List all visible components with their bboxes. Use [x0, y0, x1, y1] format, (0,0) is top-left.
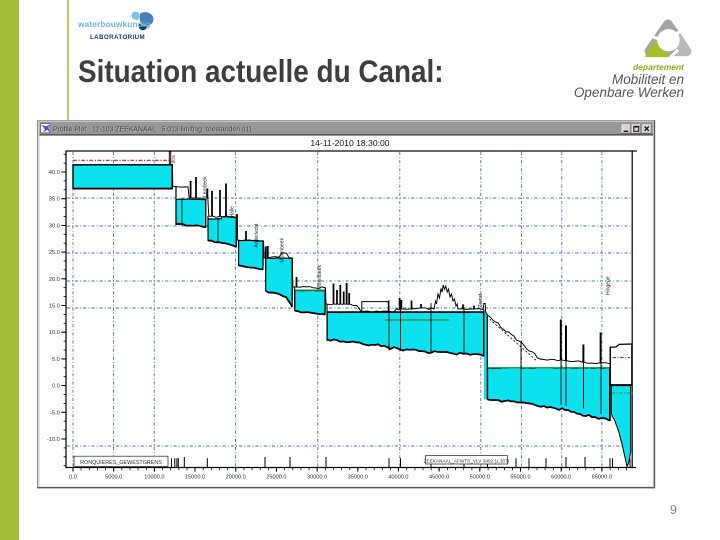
svg-text:55000.0: 55000.0 — [510, 475, 530, 481]
svg-text:15000.0: 15000.0 — [185, 475, 205, 481]
svg-text:65000.0: 65000.0 — [592, 475, 612, 481]
svg-text:20.0: 20.0 — [49, 277, 60, 283]
svg-text:Lembeek: Lembeek — [202, 176, 208, 197]
svg-text:35000.0: 35000.0 — [348, 475, 368, 481]
svg-text:30000.0: 30000.0 — [307, 475, 327, 481]
svg-text:Halle: Halle — [230, 206, 236, 218]
svg-text:60000.0: 60000.0 — [551, 475, 571, 481]
svg-text:10000.0: 10000.0 — [144, 475, 164, 481]
svg-text:-10.0: -10.0 — [47, 437, 60, 443]
svg-text:20000.0: 20000.0 — [226, 475, 246, 481]
svg-text:Molenbeek: Molenbeek — [280, 238, 286, 263]
svg-text:50000.0: 50000.0 — [470, 475, 490, 481]
svg-text:40000.0: 40000.0 — [388, 475, 408, 481]
svg-text:RONQUIERES_GEWESTGRENS: RONQUIERES_GEWESTGRENS — [80, 460, 162, 466]
svg-text:40.0: 40.0 — [49, 170, 60, 176]
svg-text:25000.0: 25000.0 — [266, 475, 286, 481]
svg-text:Zemst: Zemst — [478, 293, 484, 308]
svg-text:0.0: 0.0 — [69, 475, 77, 481]
svg-text:25.0: 25.0 — [49, 250, 60, 256]
svg-text:5.0: 5.0 — [52, 357, 60, 363]
svg-text:0.0: 0.0 — [52, 384, 60, 390]
svg-text:ZEEKANAAL_AFWTS_VLV 3402 (1.30: ZEEKANAAL_AFWTS_VLV 3402 (1.307) — [424, 458, 510, 463]
svg-text:Anderlecht: Anderlecht — [254, 223, 260, 248]
svg-text:-5.0: -5.0 — [50, 410, 60, 416]
svg-text:Hingene: Hingene — [606, 276, 612, 295]
svg-text:10.0: 10.0 — [49, 330, 60, 336]
svg-text:Molenbeek: Molenbeek — [317, 265, 323, 290]
svg-text:Profile Plot 12-103 ZEEKANAA: Profile Plot 12-103 ZEEKANAAL 5.013 limi… — [53, 126, 253, 133]
svg-text:45000.0: 45000.0 — [429, 475, 449, 481]
svg-text:35.0: 35.0 — [49, 197, 60, 203]
svg-text:30.0: 30.0 — [49, 223, 60, 229]
svg-text:14-11-2010 18:30:00: 14-11-2010 18:30:00 — [310, 138, 389, 148]
svg-text:15.0: 15.0 — [49, 304, 60, 310]
svg-text:Ittre: Ittre — [171, 155, 177, 164]
svg-text:5000.0: 5000.0 — [105, 475, 122, 481]
